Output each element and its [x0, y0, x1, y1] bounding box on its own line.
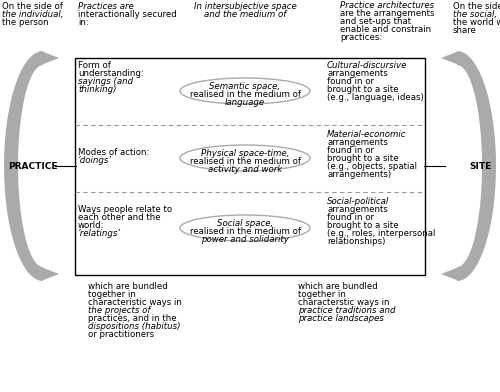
- Text: practice traditions and: practice traditions and: [298, 306, 396, 315]
- Text: practices:: practices:: [340, 33, 382, 42]
- Polygon shape: [441, 267, 459, 281]
- Text: thinking): thinking): [78, 85, 116, 94]
- Polygon shape: [41, 267, 59, 281]
- Text: or practitioners: or practitioners: [88, 330, 154, 339]
- Text: arrangements: arrangements: [327, 69, 388, 78]
- Text: share: share: [453, 26, 477, 35]
- Polygon shape: [4, 51, 43, 281]
- Text: the projects of: the projects of: [88, 306, 150, 315]
- Text: power and solidarity: power and solidarity: [201, 235, 289, 244]
- Text: Social-political: Social-political: [327, 197, 389, 206]
- Text: interactionally secured: interactionally secured: [78, 10, 177, 19]
- Text: sayings (and: sayings (and: [78, 77, 133, 86]
- Text: relationships): relationships): [327, 237, 386, 246]
- Text: and the medium of: and the medium of: [204, 10, 286, 19]
- Text: Form of: Form of: [78, 61, 111, 70]
- Text: together in: together in: [88, 290, 136, 299]
- Text: which are bundled: which are bundled: [88, 282, 168, 291]
- Polygon shape: [457, 51, 496, 281]
- Text: On the side of: On the side of: [2, 2, 63, 11]
- Text: Cultural-discursive: Cultural-discursive: [327, 61, 407, 70]
- Text: activity and work: activity and work: [208, 165, 282, 174]
- Text: characterstic ways in: characterstic ways in: [298, 298, 390, 307]
- Text: the social,: the social,: [453, 10, 497, 19]
- Text: practice landscapes: practice landscapes: [298, 314, 384, 323]
- Text: characteristic ways in: characteristic ways in: [88, 298, 182, 307]
- Text: ‘relatings’: ‘relatings’: [78, 229, 121, 238]
- Text: each other and the: each other and the: [78, 213, 160, 222]
- Text: Practices are: Practices are: [78, 2, 134, 11]
- Text: dispositions (habitus): dispositions (habitus): [88, 322, 180, 331]
- Ellipse shape: [180, 215, 310, 241]
- Text: SITE: SITE: [470, 162, 492, 171]
- Text: the world we: the world we: [453, 18, 500, 27]
- Polygon shape: [441, 51, 459, 65]
- Polygon shape: [41, 51, 59, 65]
- Text: the individual,: the individual,: [2, 10, 64, 19]
- Text: together in: together in: [298, 290, 346, 299]
- Text: realised in the medium of: realised in the medium of: [190, 157, 300, 166]
- Text: practices, and in the: practices, and in the: [88, 314, 176, 323]
- Text: realised in the medium of: realised in the medium of: [190, 227, 300, 236]
- Text: brought to a site: brought to a site: [327, 154, 398, 163]
- Text: the person: the person: [2, 18, 48, 27]
- Text: world:: world:: [78, 221, 104, 230]
- Text: arrangements: arrangements: [327, 205, 388, 214]
- Text: (e.g., language, ideas): (e.g., language, ideas): [327, 93, 424, 102]
- Text: Semantic space,: Semantic space,: [210, 82, 280, 91]
- Text: found in or: found in or: [327, 146, 374, 155]
- Text: (e.g., roles, interpersonal: (e.g., roles, interpersonal: [327, 229, 436, 238]
- Bar: [75, 58, 425, 275]
- Text: PRACTICE: PRACTICE: [8, 162, 58, 171]
- Text: Material-economic: Material-economic: [327, 130, 406, 139]
- Text: in:: in:: [78, 18, 89, 27]
- Text: arrangements: arrangements: [327, 138, 388, 147]
- Text: Physical space-time,: Physical space-time,: [201, 149, 289, 158]
- Text: which are bundled: which are bundled: [298, 282, 378, 291]
- Text: Modes of action:: Modes of action:: [78, 148, 150, 157]
- Text: arrangements): arrangements): [327, 170, 391, 179]
- Text: brought to a site: brought to a site: [327, 85, 398, 94]
- Text: found in or: found in or: [327, 77, 374, 86]
- Text: Social space,: Social space,: [217, 219, 273, 228]
- Ellipse shape: [180, 145, 310, 171]
- Text: Ways people relate to: Ways people relate to: [78, 205, 172, 214]
- Text: (e.g., objects, spatial: (e.g., objects, spatial: [327, 162, 417, 171]
- Text: In intersubjective space: In intersubjective space: [194, 2, 296, 11]
- Text: and set-ups that: and set-ups that: [340, 17, 411, 26]
- Text: enable and constrain: enable and constrain: [340, 25, 431, 34]
- Text: language: language: [225, 98, 265, 107]
- Text: understanding:: understanding:: [78, 69, 144, 78]
- Text: realised in the medium of: realised in the medium of: [190, 90, 300, 99]
- Text: Practice architectures: Practice architectures: [340, 1, 434, 10]
- Text: On the side of: On the side of: [453, 2, 500, 11]
- Text: ‘doings’: ‘doings’: [78, 156, 112, 165]
- Ellipse shape: [180, 78, 310, 104]
- Text: found in or: found in or: [327, 213, 374, 222]
- Text: brought to a site: brought to a site: [327, 221, 398, 230]
- Text: are the arrangements: are the arrangements: [340, 9, 434, 18]
